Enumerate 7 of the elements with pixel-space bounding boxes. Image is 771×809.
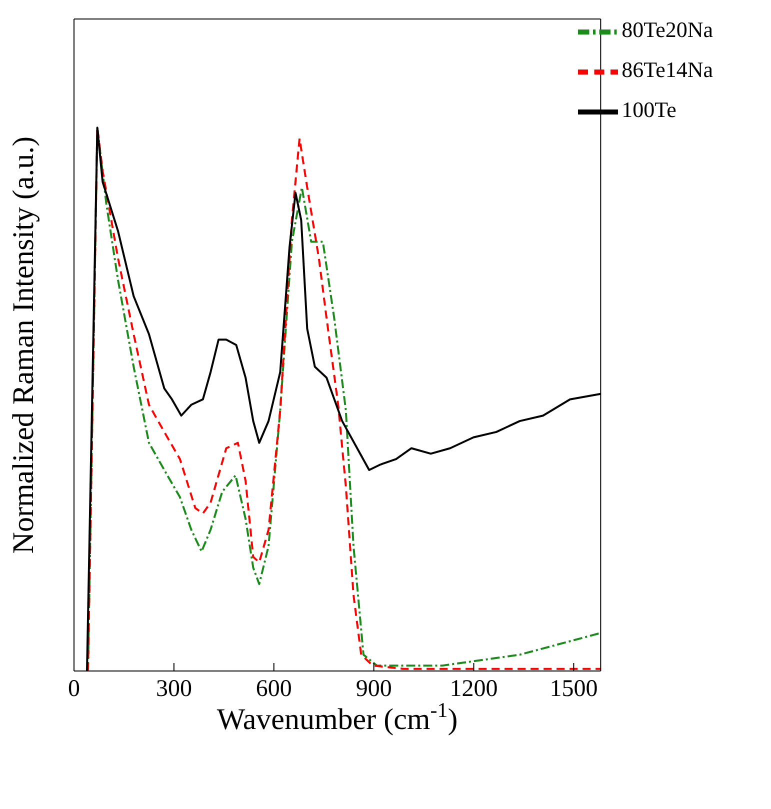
x-tick-label: 1500 <box>550 676 598 702</box>
y-axis-title: Normalized Raman Intensity (a.u.) <box>7 136 40 554</box>
legend-label: 100Te <box>622 97 676 122</box>
legend-label: 86Te14Na <box>622 57 713 82</box>
legend-label: 80Te20Na <box>622 17 713 42</box>
x-tick-label: 300 <box>156 676 192 702</box>
x-tick-label: 0 <box>68 676 80 702</box>
